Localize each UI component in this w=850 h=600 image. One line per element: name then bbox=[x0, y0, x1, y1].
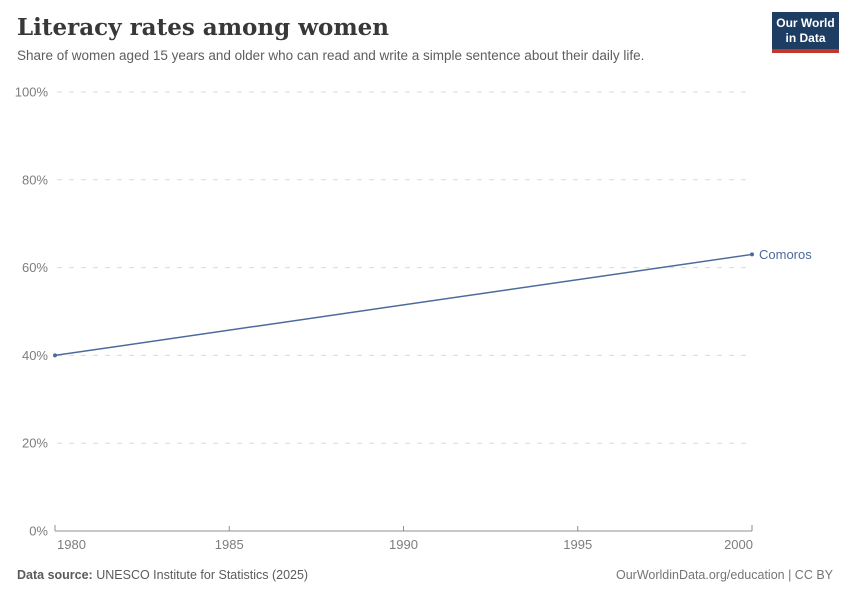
x-axis-tick-label: 1990 bbox=[389, 537, 418, 552]
data-point bbox=[53, 353, 57, 358]
x-axis-tick-label: 1985 bbox=[215, 537, 244, 552]
data-source-label: Data source: bbox=[17, 568, 93, 582]
data-point bbox=[750, 252, 754, 257]
y-axis-tick-label: 80% bbox=[22, 172, 48, 187]
chart-subtitle: Share of women aged 15 years and older w… bbox=[17, 48, 645, 63]
chart-footer: Data source: UNESCO Institute for Statis… bbox=[17, 568, 833, 582]
y-axis-tick-label: 20% bbox=[22, 436, 48, 451]
y-axis-tick-label: 60% bbox=[22, 260, 48, 275]
data-source: Data source: UNESCO Institute for Statis… bbox=[17, 568, 308, 582]
logo-line-2: in Data bbox=[785, 31, 826, 45]
y-axis-tick-label: 100% bbox=[15, 85, 49, 100]
y-axis-tick-label: 40% bbox=[22, 348, 48, 363]
series-label[interactable]: Comoros bbox=[759, 247, 812, 262]
credit-link[interactable]: OurWorldinData.org/education | CC BY bbox=[615, 568, 833, 582]
x-axis-tick-label: 2000 bbox=[724, 537, 753, 552]
page-title: Literacy rates among women bbox=[17, 14, 390, 41]
y-axis-tick-label: 0% bbox=[29, 524, 48, 539]
data-source-value: UNESCO Institute for Statistics (2025) bbox=[96, 568, 309, 582]
trend-line bbox=[54, 253, 753, 357]
chart-header: Literacy rates among women Share of wome… bbox=[17, 14, 747, 63]
x-axis-tick-label: 1995 bbox=[563, 537, 592, 552]
owid-logo[interactable]: Our World in Data bbox=[772, 12, 839, 53]
logo-line-1: Our World bbox=[776, 16, 835, 30]
x-axis-tick-label: 1980 bbox=[57, 537, 86, 552]
